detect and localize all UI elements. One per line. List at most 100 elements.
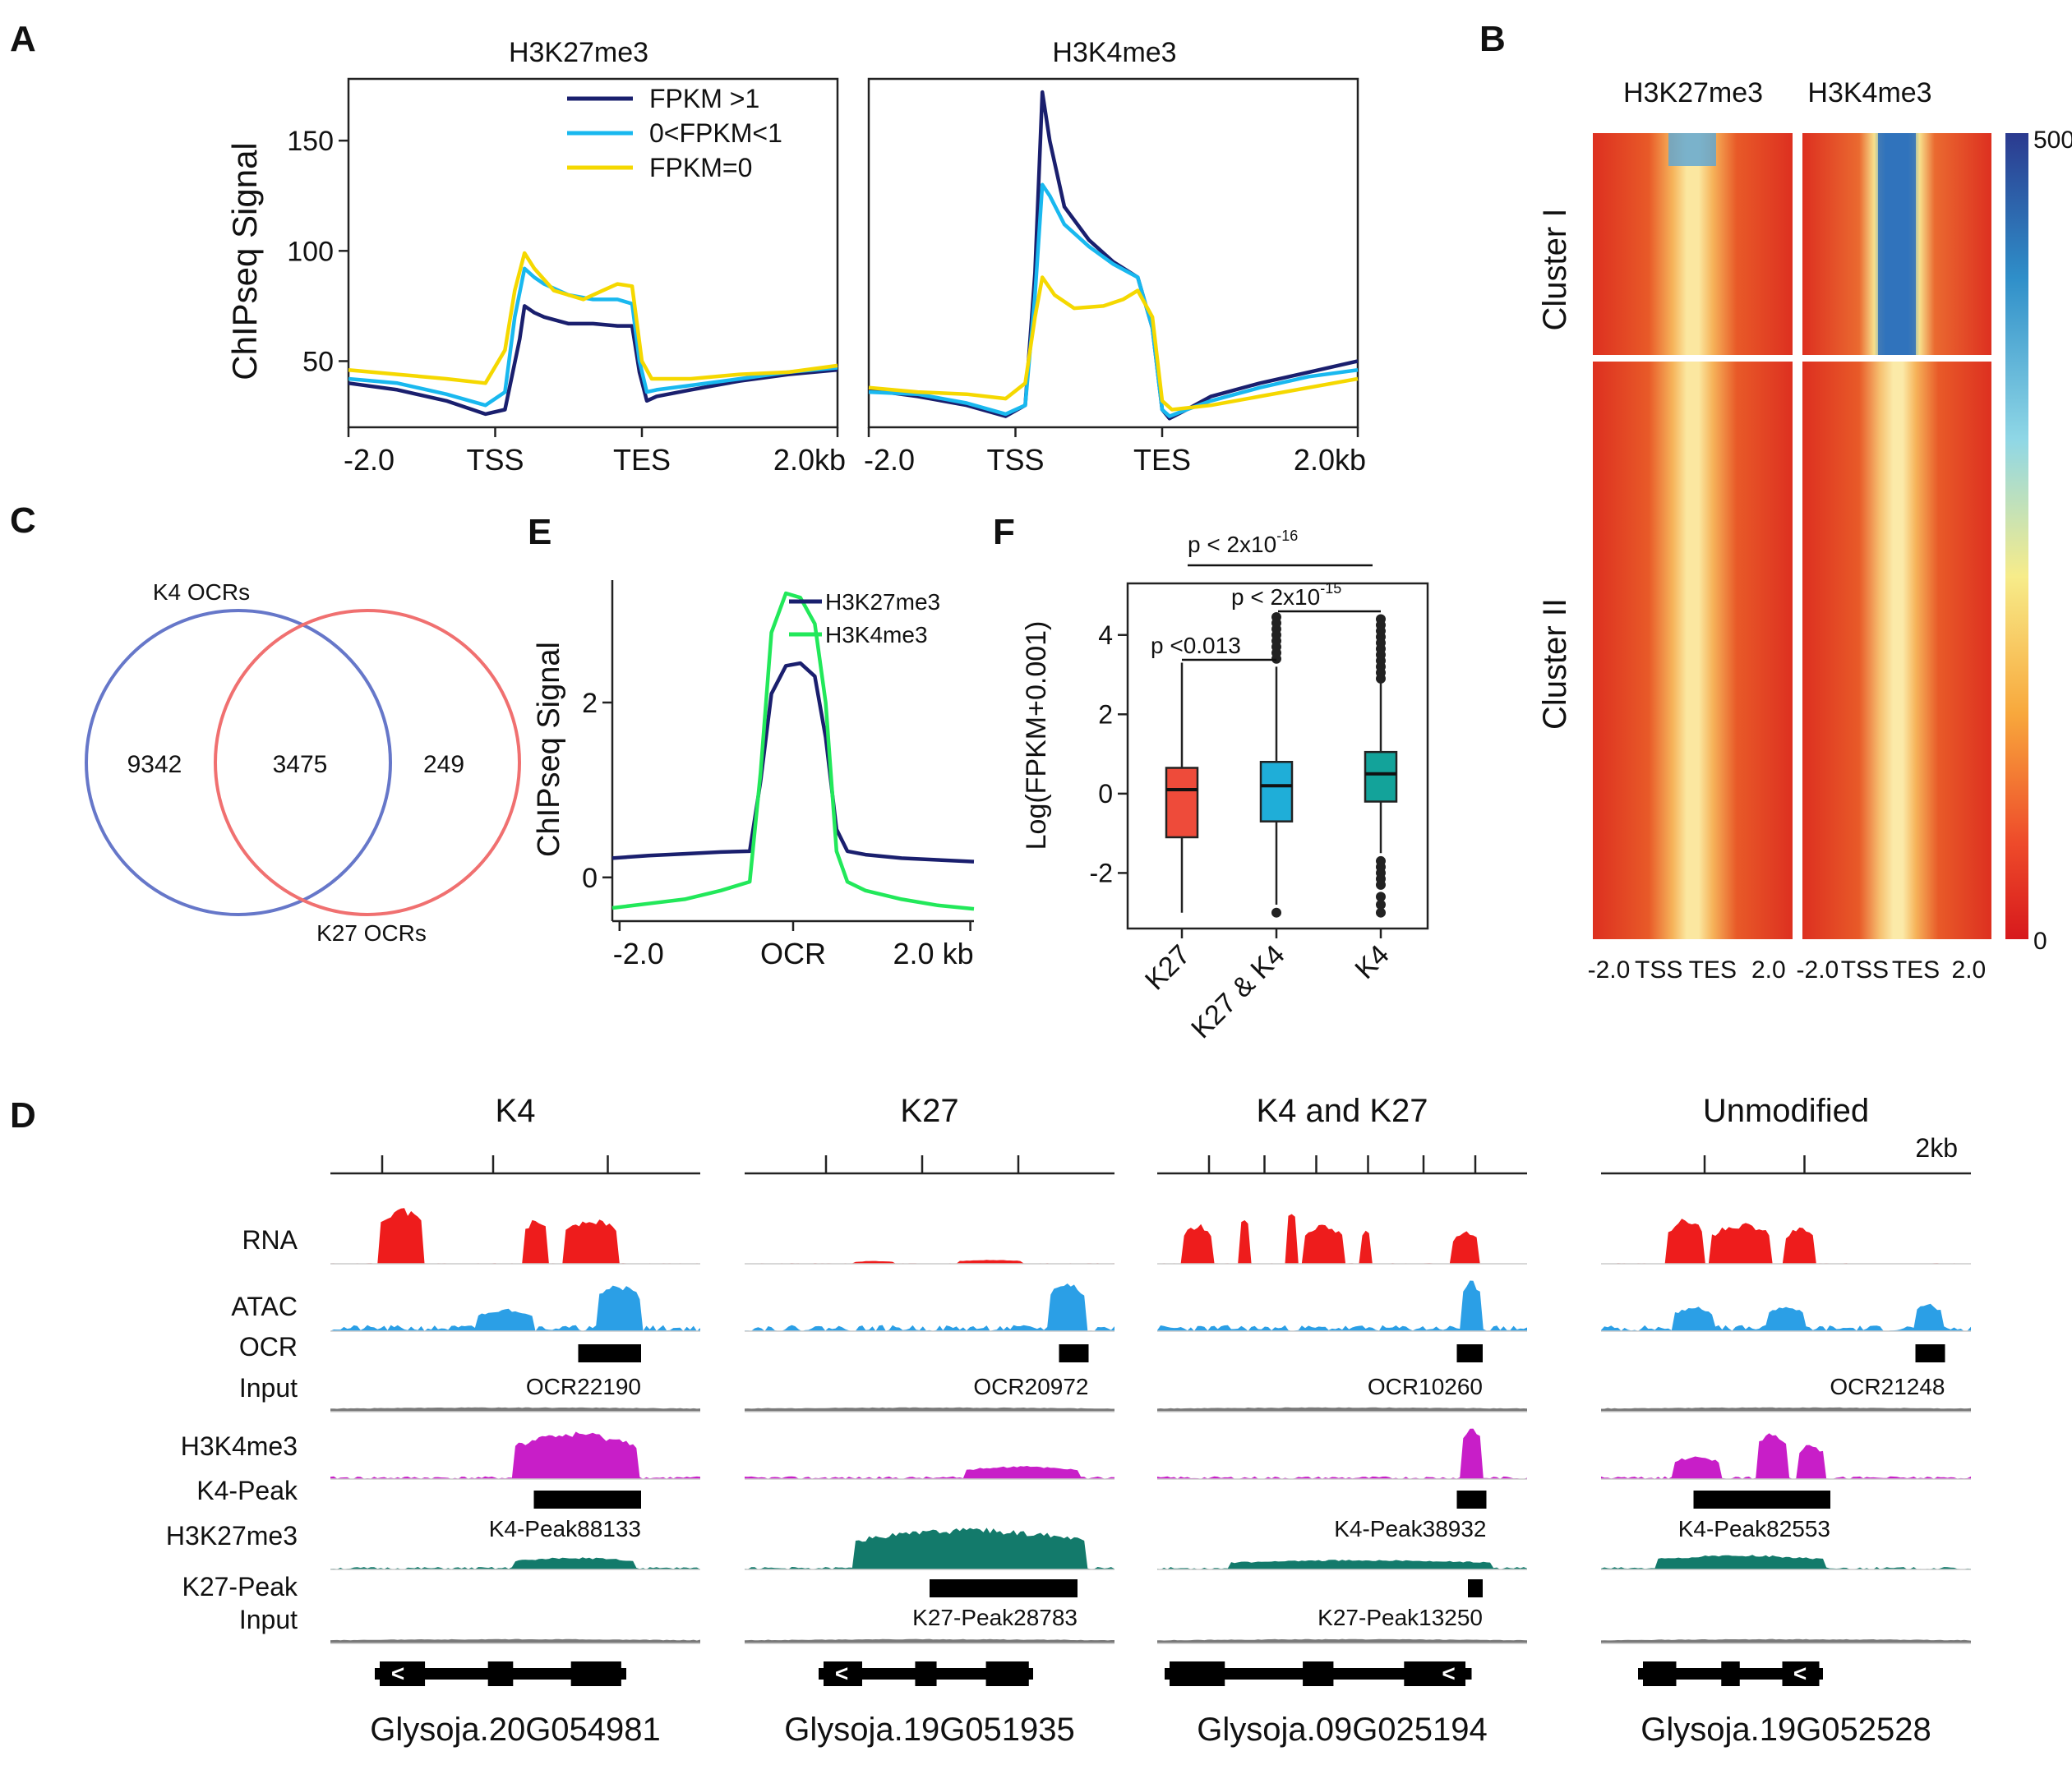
d-track-label-h3k4me3: H3K4me3 — [181, 1431, 298, 1461]
e-ytick-label-1: 2 — [582, 688, 598, 719]
e-series-line-0 — [611, 661, 975, 864]
f-annotations: p < 2x10-16 p < 2x10-15 p <0.013 — [1151, 528, 1381, 661]
a-series-line-0-2 — [348, 251, 838, 385]
d-rna-track-3 — [1601, 1219, 1971, 1264]
d-h3k27me3-track-2 — [1157, 1560, 1527, 1569]
b-col-title-1: H3K27me3 — [1623, 77, 1763, 108]
d-rna-track-1 — [745, 1260, 1114, 1264]
panel-letter-e: E — [528, 512, 551, 552]
f-ytick-label-1: 2 — [1098, 699, 1113, 729]
d-track-label-input-1: Input — [239, 1373, 298, 1403]
d-locus-2: K4 and K27 OCR10260 K4-Peak38932 K27-Peak13… — [1157, 1093, 1527, 1748]
d-k4-peak-bar-0 — [533, 1491, 641, 1509]
a-xtick-label-1-3: 2.0kb — [1294, 443, 1366, 477]
d-track-label-input-2: Input — [239, 1605, 298, 1634]
panel-letter-a: A — [10, 19, 36, 59]
b-heatmap-k27-cluster1 — [1593, 133, 1793, 355]
d-gene-strand-arrow-3: < — [1793, 1661, 1807, 1686]
e-ylabel: ChIPseq Signal — [532, 642, 566, 857]
d-locus-3: Unmodified OCR21248 K4-Peak82553 < Glysoja.1… — [1601, 1093, 1971, 1748]
b-heatmap-k27-cluster1-top — [1668, 133, 1716, 166]
b-col-title-2: H3K4me3 — [1807, 77, 1931, 108]
b-xtick-label-0-1: TSS — [1635, 956, 1682, 984]
b-xtick-label-1-0: -2.0 — [1797, 956, 1839, 984]
d-atac-track-2 — [1157, 1280, 1527, 1331]
d-gene-name-2: Glysoja.09G025194 — [1197, 1712, 1488, 1748]
c-venn-k4-circle — [85, 609, 392, 916]
d-k4-peak-label-3: K4-Peak82553 — [1678, 1516, 1830, 1541]
d-atac-track-3 — [1601, 1303, 1971, 1331]
d-gene-exon-a-1 — [824, 1661, 862, 1686]
f-ytick-label-3: -2 — [1090, 858, 1113, 887]
d-ocr-label-0: OCR22190 — [526, 1374, 641, 1399]
b-colorbar-max: 500 — [2033, 127, 2072, 154]
a-frame-1 — [867, 77, 1359, 429]
d-h3k27me3-track-0 — [330, 1557, 700, 1569]
b-xtick-label-1-1: TSS — [1841, 956, 1889, 984]
c-count-only-k27: 249 — [423, 751, 464, 778]
panel-letter-b: B — [1479, 19, 1506, 59]
d-h3k27me3-track-1 — [745, 1528, 1114, 1569]
e-xtick-label-2: 2.0 kb — [893, 937, 974, 970]
d-gene-strand-arrow-2: < — [1442, 1661, 1455, 1686]
b-row-label-2: Cluster II — [1537, 598, 1573, 730]
e-legend-label-1: H3K4me3 — [825, 622, 928, 647]
a-xtick-label-0-0: -2.0 — [344, 443, 395, 477]
d-h3k4me3-track-2 — [1157, 1428, 1527, 1479]
panel-a: H3K27me3 H3K4me3 ChIPseq Signal -2.0 TSS T… — [225, 37, 1366, 477]
d-track-label-h3k27me3: H3K27me3 — [166, 1521, 298, 1551]
d-k27-peak-label-1: K27-Peak28783 — [912, 1605, 1078, 1630]
a-ylabel: ChIPseq Signal — [225, 142, 264, 380]
f-ylabel: Log(FPKM+0.001) — [1021, 621, 1052, 850]
d-gene-exon-b-2 — [1303, 1661, 1334, 1686]
d-ocr-label-3: OCR21248 — [1830, 1374, 1945, 1399]
a-legend-label-0: FPKM >1 — [649, 84, 759, 113]
d-input-track-b-2 — [1157, 1638, 1527, 1643]
d-track-label-rna: RNA — [242, 1225, 298, 1255]
a-xtick-label-1-2: TES — [1133, 443, 1191, 477]
e-xtick-label-0: -2.0 — [613, 937, 664, 970]
d-h3k27me3-track-3 — [1601, 1555, 1971, 1569]
panel-letter-f: F — [993, 512, 1015, 552]
f-pvalue-1: p < 2x10-16 — [1188, 528, 1298, 557]
panel-e: ChIPseq Signal 0 2 -2.0 OCR 2.0 kb H3K27me3 H3… — [532, 580, 975, 970]
d-gene-exon-c-3 — [1782, 1661, 1820, 1686]
c-count-both: 3475 — [273, 751, 328, 778]
d-locus-title-0: K4 — [496, 1093, 536, 1129]
b-xtick-label-0-0: -2.0 — [1588, 956, 1631, 984]
b-xticks: -2.0 TSS TES 2.0 -2.0 TSS TES 2.0 — [1588, 956, 1987, 984]
b-heatmap-k27-cluster2 — [1593, 362, 1793, 939]
a-plot-h3k27me3: -2.0 TSS TES 2.0kb 50 100 150 — [287, 77, 846, 477]
a-ytick-label-2: 150 — [287, 126, 334, 157]
d-gene-exon-b-0 — [487, 1661, 514, 1686]
d-k4-peak-label-0: K4-Peak88133 — [489, 1516, 641, 1541]
panel-b: H3K27me3 H3K4me3 Cluster I Cluster II 50… — [1537, 77, 2072, 984]
b-xtick-label-0-2: TES — [1689, 956, 1737, 984]
c-venn-k27-circle — [214, 609, 521, 916]
e-plot: 0 2 -2.0 OCR 2.0 kb H3K27me3 H3K4me3 — [582, 580, 975, 970]
d-ocr-bar-3 — [1915, 1344, 1945, 1362]
f-xtick-label-0: K27 — [1139, 939, 1197, 997]
b-colorbar — [2005, 133, 2028, 939]
d-track-label-ocr: OCR — [239, 1332, 298, 1362]
f-outlier-2-6 — [1376, 900, 1386, 910]
c-count-only-k4: 9342 — [127, 751, 182, 778]
d-locus-title-1: K27 — [900, 1093, 958, 1129]
d-gene-strand-arrow-1: < — [835, 1661, 848, 1686]
d-input-track-a-1 — [745, 1407, 1114, 1412]
d-k27-peak-bar-2 — [1468, 1579, 1483, 1597]
a-xtick-label-1-1: TSS — [986, 443, 1044, 477]
d-gene-name-0: Glysoja.20G054981 — [370, 1712, 661, 1748]
b-colorbar-min: 0 — [2033, 928, 2047, 955]
panel-d: RNA ATAC OCR Input H3K4me3 K4-Peak H3K27… — [166, 1093, 1971, 1748]
d-k4-peak-bar-3 — [1693, 1491, 1830, 1509]
panel-letter-d: D — [10, 1095, 36, 1136]
a-ytick-label-0: 50 — [302, 346, 334, 377]
e-legend-label-0: H3K27me3 — [825, 589, 940, 615]
d-atac-track-0 — [330, 1285, 700, 1331]
d-k27-peak-bar-1 — [930, 1579, 1078, 1597]
b-xtick-label-1-3: 2.0 — [1952, 956, 1987, 984]
a-legend-label-2: FPKM=0 — [649, 153, 752, 182]
